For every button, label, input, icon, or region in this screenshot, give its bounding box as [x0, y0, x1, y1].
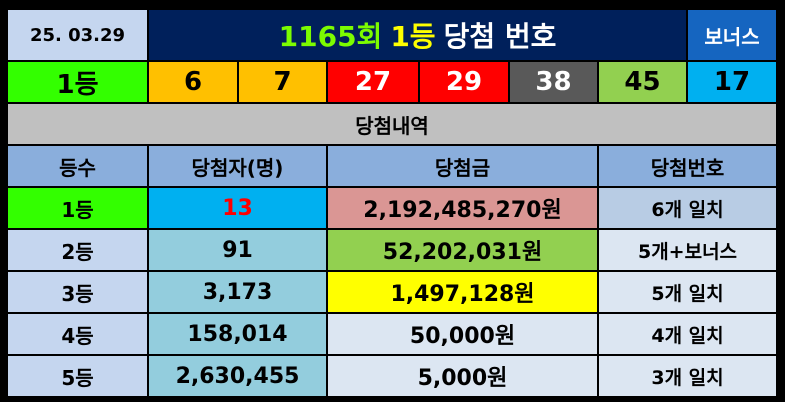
draw-date: 25. 03.29	[8, 10, 147, 60]
winning-ball: 29	[420, 62, 508, 102]
row-rank: 1등	[8, 188, 147, 228]
row-match: 4개 일치	[599, 314, 776, 354]
row-match: 5개 일치	[599, 272, 776, 312]
first-rank-label: 1등	[8, 62, 147, 102]
bonus-label: 보너스	[688, 10, 776, 60]
title-rank: 1등	[390, 20, 436, 53]
winning-ball: 45	[599, 62, 686, 102]
section-title: 당첨내역	[8, 104, 776, 144]
header-prize: 당첨금	[328, 146, 597, 186]
bonus-ball: 17	[688, 62, 776, 102]
winning-ball: 38	[510, 62, 597, 102]
row-rank: 2등	[8, 230, 147, 270]
row-winners: 2,630,455	[149, 356, 326, 396]
row-rank: 3등	[8, 272, 147, 312]
winning-ball: 27	[328, 62, 418, 102]
row-match: 5개+보너스	[599, 230, 776, 270]
header-winners: 당첨자(명)	[149, 146, 326, 186]
row-prize: 5,000원	[328, 356, 597, 396]
page-title: 1165회 1등 당첨 번호	[149, 10, 686, 60]
row-winners: 13	[149, 188, 326, 228]
title-round: 1165회	[278, 20, 383, 53]
header-rank: 등수	[8, 146, 147, 186]
winning-ball: 6	[149, 62, 237, 102]
row-prize: 2,192,485,270원	[328, 188, 597, 228]
row-winners: 3,173	[149, 272, 326, 312]
header-match: 당첨번호	[599, 146, 776, 186]
row-match: 3개 일치	[599, 356, 776, 396]
row-rank: 4등	[8, 314, 147, 354]
row-winners: 158,014	[149, 314, 326, 354]
row-rank: 5등	[8, 356, 147, 396]
row-prize: 1,497,128원	[328, 272, 597, 312]
title-rest: 당첨 번호	[443, 20, 557, 53]
row-prize: 52,202,031원	[328, 230, 597, 270]
winning-ball: 7	[239, 62, 326, 102]
row-winners: 91	[149, 230, 326, 270]
row-prize: 50,000원	[328, 314, 597, 354]
row-match: 6개 일치	[599, 188, 776, 228]
